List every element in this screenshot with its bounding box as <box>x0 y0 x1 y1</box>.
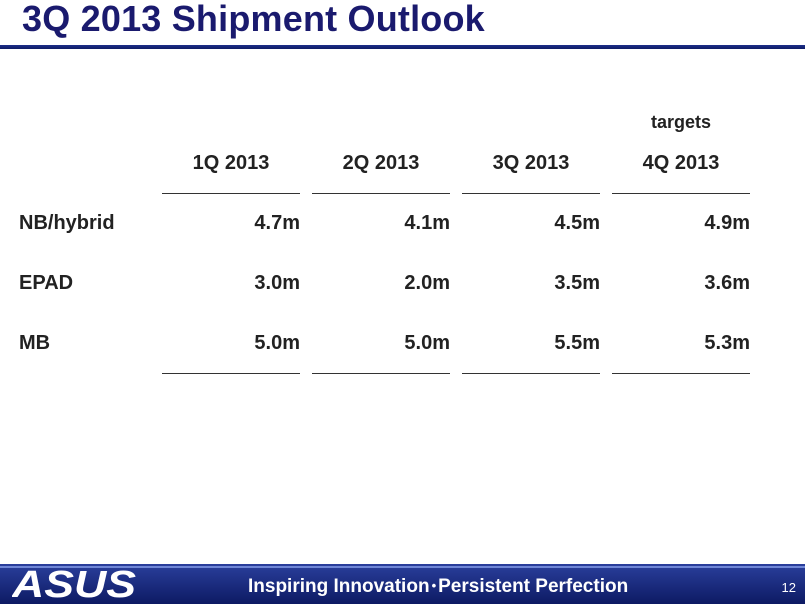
svg-text:ASUS: ASUS <box>12 566 136 602</box>
table-cell: 3.5m <box>554 272 600 294</box>
table-cell: 2.0m <box>404 272 450 294</box>
row-label-nb-hybrid: NB/hybrid <box>19 212 115 234</box>
bottom-rule <box>612 373 750 374</box>
column-header-3q2013: 3Q 2013 <box>492 152 570 174</box>
table-cell: 4.9m <box>704 212 750 234</box>
bottom-rule <box>462 373 600 374</box>
table-cell: 4.1m <box>404 212 450 234</box>
column-header-2q2013: 2Q 2013 <box>342 152 420 174</box>
bottom-rule <box>162 373 300 374</box>
bottom-rule <box>312 373 450 374</box>
table-cell: 5.0m <box>254 332 300 354</box>
targets-label: targets <box>650 112 712 132</box>
header-rule <box>462 193 600 194</box>
column-header-1q2013: 1Q 2013 <box>192 152 270 174</box>
tagline-separator: • <box>431 578 437 593</box>
header-rule <box>162 193 300 194</box>
footer-bar <box>0 564 805 604</box>
tagline-right: Persistent Perfection <box>438 576 629 597</box>
table-cell: 3.6m <box>704 272 750 294</box>
table-cell: 4.5m <box>554 212 600 234</box>
table-cell: 5.5m <box>554 332 600 354</box>
table-cell: 5.3m <box>704 332 750 354</box>
footer-highlight-line <box>0 566 805 568</box>
table-cell: 3.0m <box>254 272 300 294</box>
slide-title: 3Q 2013 Shipment Outlook <box>22 0 485 39</box>
footer-tagline: Inspiring Innovation • Persistent Perfecti… <box>248 576 628 598</box>
tagline-left: Inspiring Innovation <box>248 576 430 597</box>
page-number: 12 <box>781 580 796 595</box>
title-underline <box>0 45 805 49</box>
header-rule <box>612 193 750 194</box>
row-label-epad: EPAD <box>19 272 74 294</box>
column-header-4q2013: 4Q 2013 <box>642 152 720 174</box>
table-cell: 5.0m <box>404 332 450 354</box>
table-cell: 4.7m <box>254 212 300 234</box>
asus-logo: ASUS <box>12 566 136 602</box>
row-label-mb: MB <box>19 332 51 354</box>
header-rule <box>312 193 450 194</box>
